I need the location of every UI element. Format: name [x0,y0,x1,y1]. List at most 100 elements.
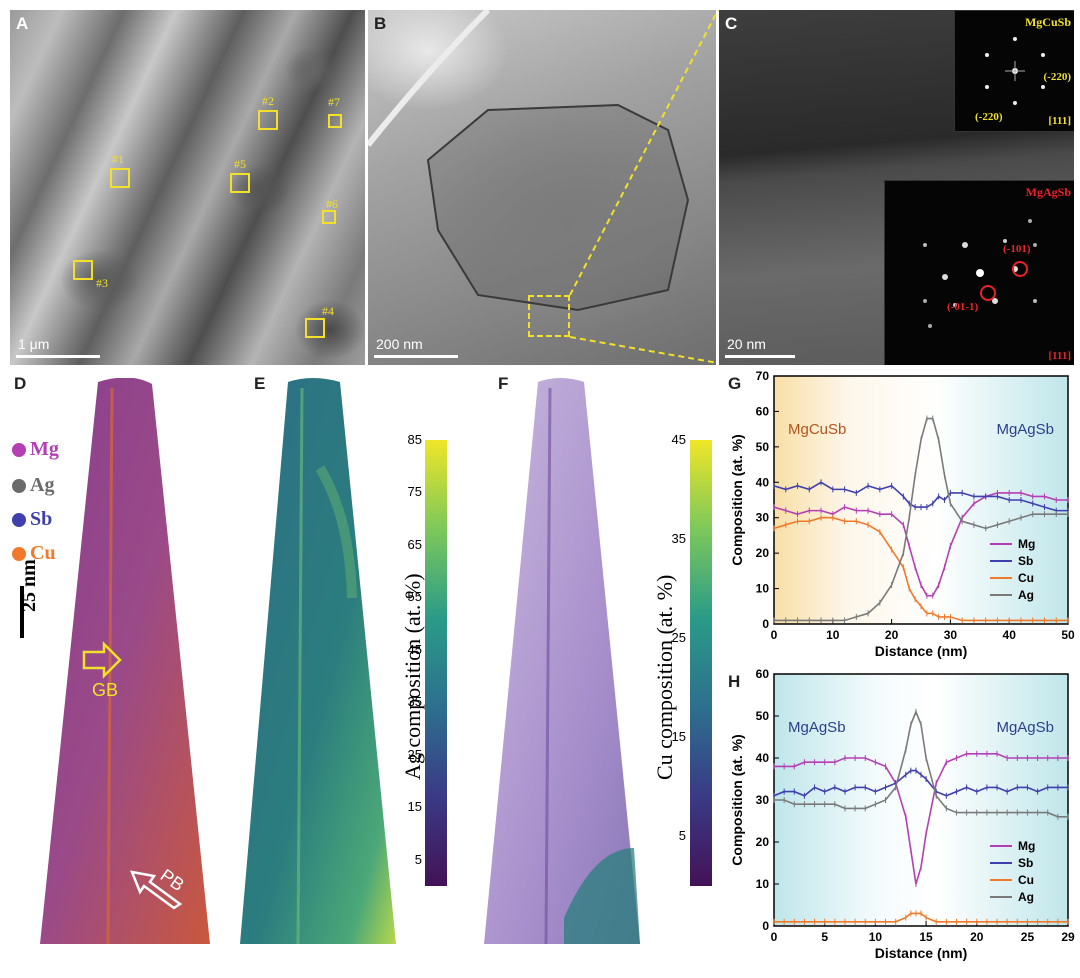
y-tick-label: 30 [756,793,770,807]
y-tick-label: 40 [756,751,770,765]
x-tick-label: 29 [1061,930,1075,944]
micrograph-c: C MgCuSb (-220) (-220) [111] MgAgSb (-10… [719,10,1074,365]
zoom-region-box [528,295,570,337]
panel-label-h: H [728,672,741,691]
zoom-lines [569,10,719,364]
x-tick-label: 5 [821,930,828,944]
colorbar-ag-ticks: 85 75 65 55 45 35 25 15 5 [400,432,422,886]
colorbar-ag-label: Ag composition (at. %) [400,573,425,780]
panel-label-b: B [374,14,387,33]
legend-dot-sb [12,513,26,528]
region-label-7: #7 [328,95,340,109]
y-tick-label: 10 [756,877,770,891]
scalebar-b [374,355,458,358]
series-line-ag [774,709,1068,818]
legend-label-cu: Cu [30,542,56,564]
scalebar-c [725,355,795,358]
cu-tick: 35 [671,531,686,546]
y-tick-label: 30 [756,511,770,525]
scalebar-text-b: 200 nm [376,336,423,352]
phase-annotation: MgAgSb [996,719,1054,736]
series-line-mg [774,753,1068,885]
legend-label-ag: Ag [1018,588,1034,602]
y-tick-label: 0 [762,617,769,631]
chart-h: 0 5 10 15 20 25 29 0 10 20 30 40 50 60 Distance (nm) Co… [729,668,1075,961]
x-tick-label: 50 [1061,628,1075,642]
y-tick-label: 50 [756,709,770,723]
fft-mgcusb: MgCuSb (-220) (-220) [111] [954,10,1074,132]
scalebar-a [16,355,100,358]
legend-label-ag: Ag [30,474,55,496]
fft-mgcusb-spot1: (-220) [1043,71,1072,83]
region-label-6: #6 [326,197,338,211]
region-box-6 [322,210,336,224]
fft-mgagsb-title: MgAgSb [1025,185,1071,199]
ag-tick: 45 [407,642,422,657]
region-box-2 [258,110,278,130]
region-box-5 [230,173,250,193]
legend-dot-ag [12,479,26,494]
x-tick-label: 10 [869,930,883,944]
y-axis-label: Composition (at. %) [729,434,745,565]
legend-label-sb: Sb [1018,856,1033,870]
fft-mgagsb: MgAgSb (-101) (-01-1) [111] [884,180,1074,365]
region-box-1 [110,168,130,188]
x-tick-label: 20 [970,930,984,944]
legend-label-cu: Cu [1018,571,1034,585]
x-tick-label: 30 [944,628,958,642]
legend-label-mg: Mg [30,438,59,460]
phase-annotation: MgCuSb [788,421,846,438]
phase-annotation: MgAgSb [996,421,1054,438]
ag-tick: 75 [407,484,422,499]
legend-dot-mg [12,443,26,458]
ag-tick: 55 [407,589,422,604]
series-line-cu [774,912,1068,923]
fft-mgcusb-title: MgCuSb [1024,15,1071,29]
panel-label-g: G [728,374,742,393]
scalebar-d [20,586,24,638]
atom-map-d [40,378,210,945]
legend-label-cu: Cu [1018,873,1034,887]
panel-label-e: E [254,374,266,393]
fft-mgagsb-pattern [923,219,1037,328]
cu-tick: 45 [671,432,686,447]
ag-tick: 65 [407,537,422,552]
chart-g: 0 10 20 30 40 50 0 10 20 30 40 50 60 70 Distance (nm) C… [729,370,1075,659]
region-label-1: #1 [112,152,124,166]
cu-tick: 5 [678,828,686,843]
ag-tick: 25 [407,747,422,762]
y-tick-label: 20 [756,835,770,849]
panel-label-c: C [725,14,738,33]
region-box-3 [73,260,93,280]
colorbar-cu-label: Cu composition (at. %) [652,574,677,780]
legend-label-ag: Ag [1018,890,1034,904]
ag-tick: 85 [407,432,422,447]
y-tick-label: 20 [756,546,770,560]
x-tick-label: 10 [826,628,840,642]
legend-label-mg: Mg [1018,537,1035,551]
legend-label-mg: Mg [1018,839,1035,853]
ag-tick: 15 [407,799,422,814]
x-tick-label: 15 [919,930,933,944]
y-axis-label: Composition (at. %) [729,734,745,865]
fft-mgcusb-pattern [985,37,1045,105]
colorbar-ag [425,440,447,886]
fft-mgcusb-spot2: (-220) [975,111,1003,123]
gb-label: GB [92,680,119,700]
x-tick-label: 0 [771,930,778,944]
series-line-cu [773,516,1068,622]
ag-tick: 5 [414,852,422,867]
legend-cu: Cu [12,542,56,565]
region-label-4: #4 [322,304,334,318]
scalebar-text-a: 1 μm [18,336,50,352]
fft-mgcusb-zone: [111] [1048,115,1071,127]
panel-label-f: F [498,374,509,393]
y-tick-label: 40 [756,475,770,489]
x-tick-label: 20 [885,628,899,642]
colorbar-cu-ticks: 45 35 25 15 5 [664,432,686,886]
region-label-3: #3 [96,276,108,290]
ag-map-e [240,378,396,945]
y-tick-label: 60 [756,404,770,418]
series-line-mg [773,492,1068,597]
phase-annotation: MgAgSb [788,719,846,736]
